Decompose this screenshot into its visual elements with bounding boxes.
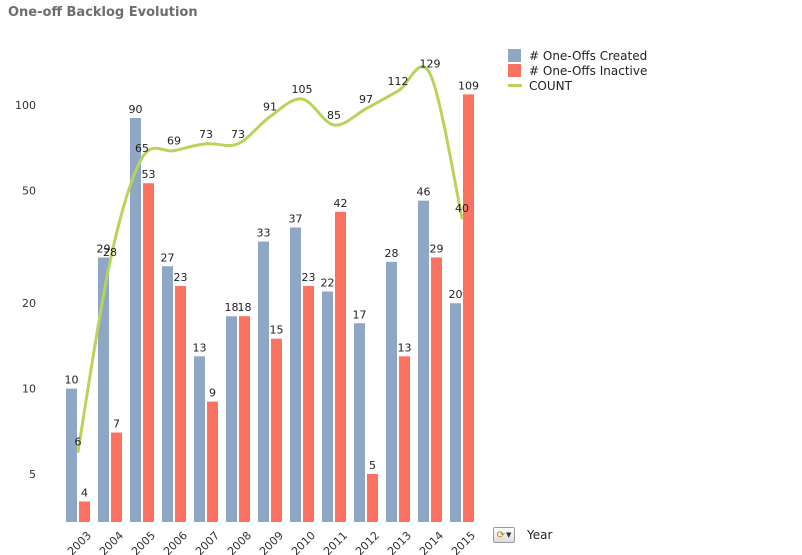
data-label-count-2012: 97 <box>359 93 373 106</box>
data-label-created-2013: 28 <box>385 247 399 260</box>
bar-created-2014[interactable] <box>418 200 429 522</box>
data-label-created-2009: 33 <box>257 227 271 240</box>
dimension-cycle-control[interactable]: ⟳ ▼ Year <box>493 527 552 543</box>
data-label-inactive-2014: 29 <box>430 242 444 255</box>
data-label-count-2004: 28 <box>103 246 117 259</box>
x-tick-label-2007: 2007 <box>193 529 222 555</box>
data-label-created-2008: 18 <box>225 301 239 314</box>
data-label-count-2015: 40 <box>455 202 469 215</box>
data-label-created-2005: 90 <box>129 103 143 116</box>
data-label-count-2003: 6 <box>75 436 82 449</box>
data-label-inactive-2003: 4 <box>81 486 88 499</box>
cycle-dimension-icon[interactable]: ⟳ ▼ <box>493 527 515 543</box>
bar-inactive-2015[interactable] <box>463 94 474 522</box>
line-count[interactable] <box>76 65 464 454</box>
bar-inactive-2008[interactable] <box>239 316 250 522</box>
y-tick-label-50: 50 <box>22 184 36 197</box>
y-tick-label-10: 10 <box>22 383 36 396</box>
bar-inactive-2007[interactable] <box>207 401 218 522</box>
y-tick-label-20: 20 <box>22 297 36 310</box>
bar-created-2004[interactable] <box>98 257 109 522</box>
x-tick-label-2015: 2015 <box>449 529 478 555</box>
x-tick-label-2004: 2004 <box>97 529 126 555</box>
data-label-inactive-2004: 7 <box>113 418 120 431</box>
legend-swatch-count <box>508 84 522 87</box>
data-label-created-2004: 29 <box>97 242 111 255</box>
x-tick-label-2006: 2006 <box>161 529 190 555</box>
x-tick-label-2010: 2010 <box>289 529 318 555</box>
bar-created-2012[interactable] <box>354 323 365 522</box>
x-axis-label: Year <box>527 528 553 542</box>
data-label-inactive-2015: 109 <box>458 79 479 92</box>
x-tick-label-2011: 2011 <box>321 529 350 555</box>
legend-label-created: # One-Offs Created <box>529 48 648 63</box>
data-label-count-2008: 73 <box>231 128 245 141</box>
data-label-inactive-2012: 5 <box>369 459 376 472</box>
x-tick-label-2005: 2005 <box>129 529 158 555</box>
bar-created-2015[interactable] <box>450 303 461 522</box>
bar-created-2009[interactable] <box>258 241 269 523</box>
data-label-inactive-2013: 13 <box>398 341 412 354</box>
chart-title: One-off Backlog Evolution <box>8 5 198 20</box>
legend-label-count: COUNT <box>529 78 572 93</box>
data-label-count-2011: 85 <box>327 109 341 122</box>
data-label-inactive-2005: 53 <box>142 168 156 181</box>
data-label-inactive-2008: 18 <box>238 301 252 314</box>
data-label-inactive-2010: 23 <box>302 271 316 284</box>
bar-created-2006[interactable] <box>162 266 173 522</box>
bar-inactive-2005[interactable] <box>143 183 154 522</box>
legend-swatch-inactive <box>508 64 521 77</box>
bar-inactive-2010[interactable] <box>303 286 314 522</box>
x-tick-label-2012: 2012 <box>353 529 382 555</box>
bar-inactive-2006[interactable] <box>175 286 186 522</box>
data-label-count-2010: 105 <box>292 83 313 96</box>
legend-item-created: # One-Offs Created <box>508 48 647 63</box>
legend-item-count: COUNT <box>508 78 647 93</box>
data-label-count-2007: 73 <box>199 128 213 141</box>
data-label-created-2015: 20 <box>449 288 463 301</box>
x-tick-label-2014: 2014 <box>417 529 446 555</box>
data-label-created-2003: 10 <box>65 374 79 387</box>
bar-inactive-2014[interactable] <box>431 257 442 522</box>
bar-created-2010[interactable] <box>290 227 301 522</box>
chart-legend: # One-Offs Created # One-Offs Inactive C… <box>508 48 647 93</box>
bar-inactive-2004[interactable] <box>111 432 122 522</box>
bar-created-2005[interactable] <box>130 117 141 522</box>
data-label-created-2011: 22 <box>321 277 335 290</box>
data-label-count-2009: 91 <box>263 101 277 114</box>
bar-created-2008[interactable] <box>226 316 237 522</box>
bar-created-2013[interactable] <box>386 261 397 522</box>
data-label-inactive-2006: 23 <box>174 271 188 284</box>
bar-inactive-2013[interactable] <box>399 356 410 522</box>
data-label-count-2006: 69 <box>167 135 181 148</box>
data-label-count-2014: 129 <box>420 58 441 71</box>
y-tick-label-5: 5 <box>29 468 36 481</box>
data-label-created-2012: 17 <box>353 308 367 321</box>
data-label-created-2006: 27 <box>161 251 175 264</box>
legend-swatch-created <box>508 49 521 62</box>
data-label-count-2005: 65 <box>135 142 149 155</box>
x-tick-label-2003: 2003 <box>65 529 94 555</box>
x-tick-label-2009: 2009 <box>257 529 286 555</box>
data-label-inactive-2007: 9 <box>209 387 216 400</box>
data-label-created-2010: 37 <box>289 212 303 225</box>
bar-created-2003[interactable] <box>66 388 77 522</box>
bar-created-2007[interactable] <box>194 356 205 522</box>
x-tick-label-2013: 2013 <box>385 529 414 555</box>
legend-label-inactive: # One-Offs Inactive <box>529 63 648 78</box>
y-tick-label-100: 100 <box>15 99 36 112</box>
data-label-count-2013: 112 <box>388 75 409 88</box>
data-label-inactive-2011: 42 <box>334 197 348 210</box>
data-label-created-2007: 13 <box>193 341 207 354</box>
x-tick-label-2008: 2008 <box>225 529 254 555</box>
bar-inactive-2009[interactable] <box>271 338 282 522</box>
bar-created-2011[interactable] <box>322 291 333 522</box>
legend-item-inactive: # One-Offs Inactive <box>508 63 647 78</box>
bar-inactive-2011[interactable] <box>335 211 346 522</box>
data-label-created-2014: 46 <box>417 186 431 199</box>
bar-inactive-2012[interactable] <box>367 474 378 522</box>
bar-inactive-2003[interactable] <box>79 501 90 522</box>
data-label-inactive-2009: 15 <box>270 324 284 337</box>
